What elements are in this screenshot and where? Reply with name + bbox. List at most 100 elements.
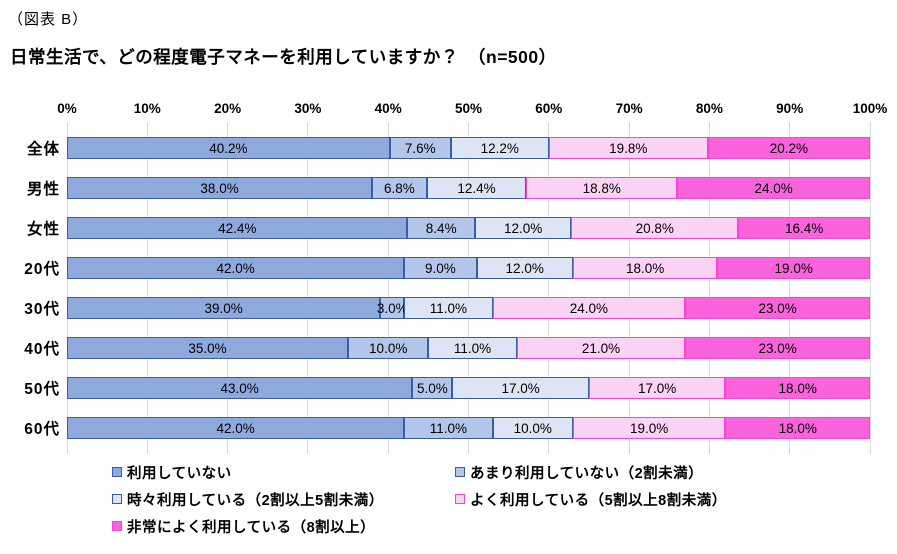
- category-label: 女性: [26, 221, 60, 238]
- bar-value-label: 11.0%: [453, 340, 492, 356]
- chart-title: 日常生活で、どの程度電子マネーを利用していますか？ （n=500）: [10, 47, 557, 67]
- legend-label: 非常によく利用している（8割以上）: [127, 519, 376, 536]
- bar-stack: 38.0% 6.8% 12.4% 18.8% 24.0%: [67, 177, 870, 199]
- bar-segment: 42.0%: [67, 417, 405, 439]
- bar-stack: 42.4% 8.4% 12.0% 20.8% 16.4%: [67, 217, 870, 239]
- x-tick-label: 100%: [852, 101, 888, 116]
- bar-segment: 10.0%: [492, 417, 573, 439]
- legend-label: よく利用している（5割以上8割未満）: [470, 492, 727, 509]
- legend-label: 時々利用している（2割以上5割未満）: [127, 492, 384, 509]
- bar-segment: 19.8%: [548, 137, 708, 159]
- bar-value-label: 10.0%: [513, 420, 552, 436]
- bar-value-label: 11.0%: [429, 420, 468, 436]
- bar-segment: 11.0%: [428, 337, 517, 359]
- bar-segment: 24.0%: [677, 177, 870, 199]
- bar-segment: 9.0%: [404, 257, 477, 279]
- bar-segment: 23.0%: [685, 297, 870, 319]
- bar-segment: 24.0%: [492, 297, 686, 319]
- gridline: [628, 122, 630, 454]
- legend-item: 非常によく利用している（8割以上）: [112, 516, 455, 536]
- bar-value-label: 20.2%: [769, 140, 808, 156]
- category-axis: 全体 男性 女性 20代 30代 40代 50代 60代: [0, 128, 60, 448]
- bar-segment: 19.0%: [717, 257, 870, 279]
- bar-value-label: 18.0%: [778, 380, 817, 396]
- bar-value-label: 19.0%: [630, 420, 669, 436]
- bar-value-label: 42.4%: [218, 220, 257, 236]
- bar-segment: 23.0%: [685, 337, 870, 359]
- bar-segment: 12.4%: [426, 177, 527, 199]
- bar-segment: 17.0%: [588, 377, 726, 399]
- x-tick-label: 20%: [214, 101, 242, 116]
- bar-segment: 12.0%: [474, 217, 572, 239]
- bar-value-label: 17.0%: [501, 380, 540, 396]
- bar-segment: 3.0%: [377, 297, 408, 319]
- bar-value-label: 17.0%: [638, 380, 677, 396]
- legend-label: 利用していない: [127, 465, 232, 482]
- x-tick-label: 0%: [57, 101, 77, 116]
- bar-segment: 11.0%: [404, 417, 493, 439]
- bar-value-label: 42.0%: [216, 420, 255, 436]
- legend-item: あまり利用していない（2割未満）: [455, 462, 727, 482]
- bar-stack: 42.0% 9.0% 12.0% 18.0% 19.0%: [67, 257, 870, 279]
- bar-stack: 43.0% 5.0% 17.0% 17.0% 18.0%: [67, 377, 870, 399]
- bar-row: 38.0% 6.8% 12.4% 18.8% 24.0%: [67, 168, 870, 208]
- bar-value-label: 12.2%: [480, 140, 519, 156]
- bar-segment: 10.0%: [348, 337, 429, 359]
- bar-value-label: 16.4%: [784, 220, 824, 236]
- gridline: [66, 122, 68, 454]
- category-label: 男性: [26, 181, 60, 198]
- gridline: [146, 122, 148, 454]
- bar-stack: 42.0% 11.0% 10.0% 19.0% 18.0%: [67, 417, 870, 439]
- legend-item: よく利用している（5割以上8割未満）: [455, 489, 727, 509]
- bar-segment: 11.0%: [404, 297, 493, 319]
- bar-value-label: 24.0%: [569, 300, 609, 316]
- legend-marker-icon: [112, 494, 122, 504]
- bar-row: 39.0% 3.0% 11.0% 24.0% 23.0%: [67, 288, 870, 328]
- bar-value-label: 11.0%: [429, 300, 468, 316]
- bar-value-label: 35.0%: [188, 340, 227, 356]
- category-label: 30代: [24, 301, 60, 318]
- bar-value-label: 39.0%: [204, 300, 243, 316]
- gridline: [708, 122, 710, 454]
- legend-item: 時々利用している（2割以上5割未満）: [112, 489, 455, 509]
- bar-value-label: 38.0%: [200, 180, 239, 196]
- x-tick-label: 10%: [133, 101, 161, 116]
- bar-segment: 12.2%: [450, 137, 549, 159]
- x-tick-label: 50%: [454, 101, 483, 116]
- bar-segment: 5.0%: [412, 377, 453, 399]
- bar-segment: 16.4%: [738, 217, 870, 239]
- x-tick-label: 30%: [294, 101, 322, 116]
- bar-value-label: 18.8%: [582, 180, 621, 196]
- x-tick-label: 90%: [776, 101, 804, 116]
- bar-segment: 19.0%: [572, 417, 726, 439]
- bar-stack: 35.0% 10.0% 11.0% 21.0% 23.0%: [67, 337, 870, 359]
- x-axis: 0% 10% 20% 30% 40% 50% 60% 70% 80% 90% 100%: [57, 98, 887, 122]
- gridline: [789, 122, 791, 454]
- bar-segment: 38.0%: [67, 177, 373, 199]
- gridline: [387, 122, 389, 454]
- category-label: 全体: [26, 141, 60, 158]
- bar-value-label: 12.0%: [505, 260, 544, 276]
- gridline: [468, 122, 469, 454]
- gridline: [869, 122, 871, 454]
- bar-value-label: 6.8%: [384, 180, 415, 196]
- category-label: 40代: [24, 341, 60, 358]
- stacked-bar-chart: 0% 10% 20% 30% 40% 50% 60% 70% 80% 90% 100% 全体 男性 女性…: [0, 98, 897, 458]
- bar-segment: 20.2%: [707, 137, 870, 159]
- bar-value-label: 24.0%: [754, 180, 793, 196]
- bar-segment: 7.6%: [389, 137, 451, 159]
- bar-segment: 18.8%: [526, 177, 678, 199]
- legend: 利用していない あまり利用していない（2割未満） 時々利用している（2割以上5割未満…: [112, 462, 727, 536]
- bar-row: 42.4% 8.4% 12.0% 20.8% 16.4%: [67, 208, 870, 248]
- bar-row: 42.0% 11.0% 10.0% 19.0% 18.0%: [67, 408, 870, 448]
- legend-item: 利用していない: [112, 462, 455, 482]
- gridline: [227, 122, 229, 454]
- bar-value-label: 23.0%: [758, 300, 797, 316]
- bar-value-label: 8.4%: [425, 220, 457, 236]
- bar-row: 35.0% 10.0% 11.0% 21.0% 23.0%: [67, 328, 870, 368]
- bar-row: 40.2% 7.6% 12.2% 19.8% 20.2%: [67, 128, 870, 168]
- bar-segment: 17.0%: [452, 377, 589, 399]
- legend-marker-icon: [112, 467, 122, 477]
- bar-segment: 18.0%: [725, 377, 870, 399]
- bar-segment: 42.4%: [67, 217, 408, 239]
